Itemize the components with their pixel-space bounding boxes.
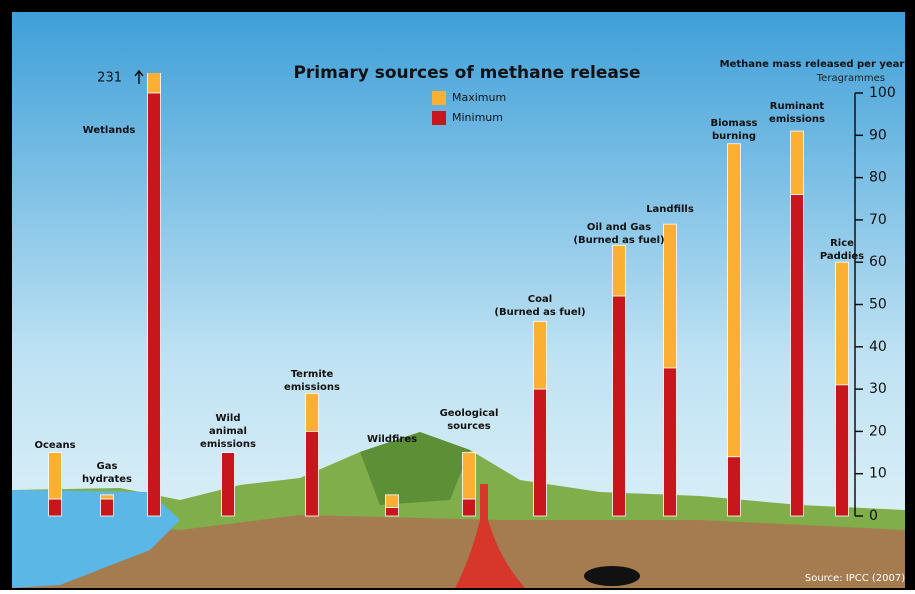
bar-label: Ruminant	[770, 101, 825, 112]
bar-min	[613, 296, 626, 516]
axis-title: Methane mass released per year	[720, 59, 905, 70]
bar-label: sources	[447, 421, 491, 432]
bar-label: hydrates	[82, 474, 132, 485]
bar-label: emissions	[769, 114, 825, 125]
legend-swatch	[432, 111, 446, 125]
bar-max	[463, 453, 476, 500]
bar-min	[222, 453, 235, 516]
bar-label: Coal	[528, 294, 552, 305]
wetlands-max-label: 231	[97, 71, 122, 86]
oil-pool	[584, 566, 640, 586]
bar-label: emissions	[284, 382, 340, 393]
bar-label: Oceans	[34, 440, 75, 451]
bar-min	[386, 508, 399, 516]
bar-min	[534, 389, 547, 516]
bar-max	[664, 224, 677, 368]
bar-min	[728, 457, 741, 516]
chart-title: Primary sources of methane release	[293, 63, 640, 83]
bar-max	[534, 321, 547, 389]
bar-label: (Burned as fuel)	[494, 307, 585, 318]
bar-max	[836, 262, 849, 385]
bar-label: (Burned as fuel)	[573, 235, 664, 246]
bar-min	[49, 499, 62, 516]
bar-min	[463, 499, 476, 516]
source: Source: IPCC (2007)	[805, 573, 905, 584]
bar-min	[836, 385, 849, 516]
bar-max	[386, 495, 399, 508]
legend-label: Minimum	[452, 111, 503, 124]
bar-label: animal	[209, 426, 247, 437]
bar-label: Wildfires	[367, 434, 417, 445]
y-tick-label: 90	[869, 127, 887, 143]
bar-label: Termite	[291, 369, 334, 380]
bar-label: burning	[712, 131, 756, 142]
bar-label: emissions	[200, 439, 256, 450]
bar-label: Oil and Gas	[587, 222, 651, 233]
y-tick-label: 50	[869, 297, 887, 313]
bar-min	[306, 431, 319, 516]
bar-max	[101, 495, 114, 499]
bar-label: Rice	[830, 238, 854, 249]
bar-label: Landfills	[646, 204, 694, 215]
bar-label: Biomass	[711, 118, 758, 129]
y-tick-label: 0	[869, 508, 878, 524]
bar-max	[306, 393, 319, 431]
y-tick-label: 60	[869, 254, 887, 270]
legend-swatch	[432, 91, 446, 105]
bar-max	[728, 144, 741, 457]
bar-label: Geological	[440, 408, 499, 419]
bar-label: Wild	[215, 413, 240, 424]
bar-label: Paddies	[820, 251, 864, 262]
y-tick-label: 30	[869, 381, 887, 397]
bar-min	[148, 93, 161, 516]
y-tick-label: 100	[869, 85, 896, 101]
bar-min	[664, 368, 677, 516]
bar-label: Gas	[97, 461, 118, 472]
y-tick-label: 20	[869, 423, 887, 439]
axis-unit: Teragrammes	[816, 73, 885, 84]
legend-label: Maximum	[452, 91, 506, 104]
bar-max	[791, 131, 804, 194]
bar-min	[791, 195, 804, 516]
bar-label: Wetlands	[83, 125, 136, 136]
y-tick-label: 40	[869, 339, 887, 355]
y-tick-label: 70	[869, 212, 887, 228]
bar-min	[101, 499, 114, 516]
y-tick-label: 80	[869, 170, 887, 186]
chart: 231 Primary sources of methane release M…	[0, 0, 915, 590]
y-tick-label: 10	[869, 466, 887, 482]
bar-max	[49, 453, 62, 500]
bar-max	[613, 245, 626, 296]
